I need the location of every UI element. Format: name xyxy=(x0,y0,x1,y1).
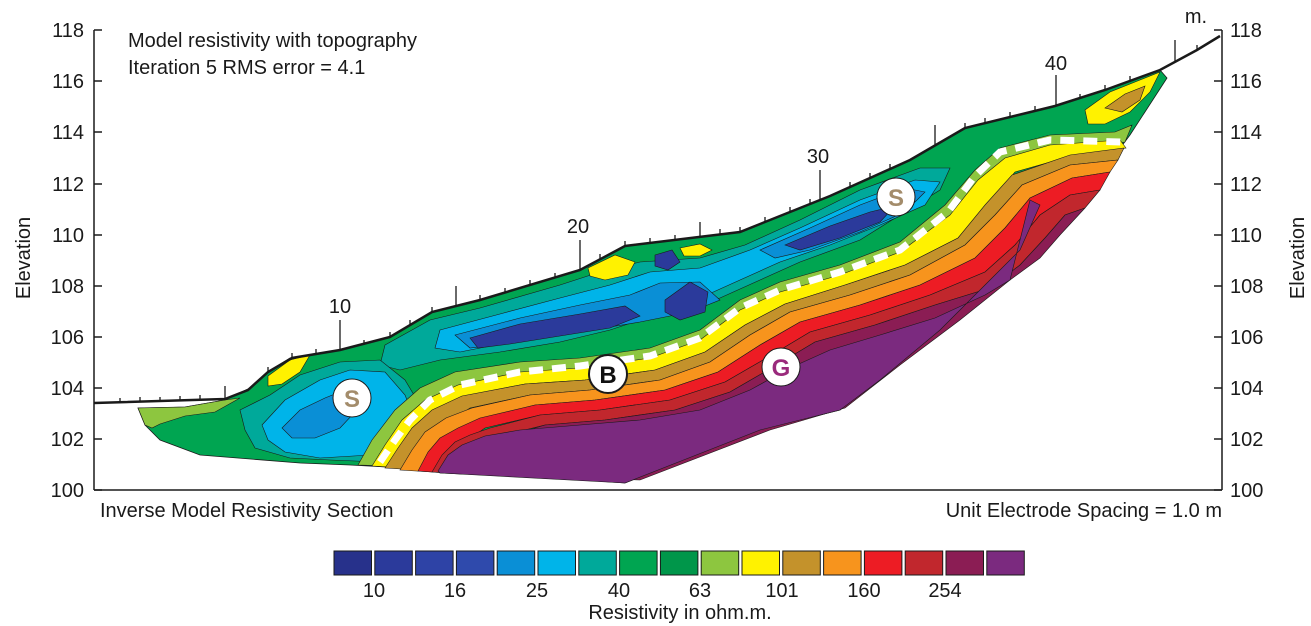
y-tick-left-1: 116 xyxy=(52,71,84,93)
axes-frame xyxy=(93,30,1223,491)
legend-value-254: 254 xyxy=(928,580,961,602)
figure-title-line2: Iteration 5 RMS error = 4.1 xyxy=(128,57,365,79)
legend-value-40: 40 xyxy=(608,580,630,602)
y-tick-right-1: 116 xyxy=(1230,71,1262,93)
y-tick-right-5: 108 xyxy=(1230,276,1263,298)
y-tick-right-9: 100 xyxy=(1230,480,1263,502)
legend-value-101: 101 xyxy=(765,580,798,602)
legend-swatch-13 xyxy=(863,550,903,576)
legend-value-160: 160 xyxy=(847,580,880,602)
y-tick-left-2: 114 xyxy=(52,122,84,144)
distance-marker-ticks xyxy=(339,75,1057,350)
legend-title: Resistivity in ohm.m. xyxy=(588,602,771,624)
legend-value-16: 16 xyxy=(444,580,466,602)
y-tick-right-4: 110 xyxy=(1230,225,1262,247)
figure-title-line1: Model resistivity with topography xyxy=(128,30,417,52)
interpreted-boundary-line xyxy=(377,136,1123,464)
y-tick-left-8: 102 xyxy=(51,429,84,451)
layer-purple-bedrock xyxy=(437,199,1041,484)
section-caption-left: Inverse Model Resistivity Section xyxy=(100,500,393,522)
marker-s-left-label: S xyxy=(344,386,360,413)
marker-g: G xyxy=(761,347,801,387)
legend-swatch-4 xyxy=(496,550,536,576)
legend-swatch-7 xyxy=(619,550,658,576)
legend-swatch-1 xyxy=(374,550,413,576)
y-tick-left-4: 110 xyxy=(52,225,84,247)
y-tick-labels-right: 118 116 114 112 110 108 106 104 102 100 xyxy=(1230,20,1263,502)
y-tick-right-2: 114 xyxy=(1230,122,1262,144)
y-tick-left-3: 112 xyxy=(52,174,84,196)
marker-s-left: S xyxy=(332,378,372,418)
y-tick-right-8: 102 xyxy=(1230,429,1263,451)
legend-swatch-14 xyxy=(904,550,944,576)
legend-value-63: 63 xyxy=(689,580,711,602)
legend-swatch-6 xyxy=(578,550,617,576)
legend-swatch-10 xyxy=(741,550,780,576)
legend-swatch-2 xyxy=(415,550,454,576)
legend-swatch-9 xyxy=(700,550,740,576)
marker-s-right-label: S xyxy=(888,185,904,212)
layer-navy-center xyxy=(469,305,641,349)
x-marker-20: 20 xyxy=(567,216,589,238)
layer-yellow-mid xyxy=(679,243,713,257)
layer-lime-left xyxy=(137,397,241,429)
layer-navy-mid xyxy=(664,281,709,321)
section-caption-right: Unit Electrode Spacing = 1.0 m xyxy=(946,500,1222,522)
electrode-ticks xyxy=(119,40,1198,403)
y-axis-title-right: Elevation xyxy=(1287,217,1309,299)
legend-swatch-12 xyxy=(823,550,862,576)
resistivity-layers xyxy=(137,69,1168,484)
legend-swatch-15 xyxy=(945,550,984,576)
marker-b-label: B xyxy=(599,362,616,389)
y-tick-right-0: 118 xyxy=(1230,20,1262,42)
y-tick-marks xyxy=(94,29,1222,491)
topography-surface-line xyxy=(93,34,1221,405)
x-marker-10: 10 xyxy=(329,296,351,318)
y-tick-left-7: 104 xyxy=(51,378,84,400)
y-tick-left-9: 100 xyxy=(51,480,84,502)
y-tick-right-7: 104 xyxy=(1230,378,1263,400)
y-tick-left-5: 108 xyxy=(51,276,84,298)
y-axis-title-left: Elevation xyxy=(13,217,35,299)
legend-swatch-16 xyxy=(986,550,1025,576)
marker-s-right: S xyxy=(876,177,916,217)
legend-swatch-8 xyxy=(659,550,699,576)
x-marker-40: 40 xyxy=(1045,53,1067,75)
y-tick-labels-left: 118 116 114 112 110 108 106 104 102 100 xyxy=(51,20,84,502)
x-marker-30: 30 xyxy=(807,146,829,168)
layer-brown-top xyxy=(1104,85,1146,113)
legend-value-25: 25 xyxy=(526,580,548,602)
y-tick-right-6: 106 xyxy=(1230,327,1263,349)
legend-value-10: 10 xyxy=(363,580,385,602)
y-tick-left-6: 106 xyxy=(51,327,84,349)
legend-swatch-3 xyxy=(455,550,495,576)
legend-swatch-11 xyxy=(782,550,821,576)
marker-g-label: G xyxy=(772,355,791,382)
legend-swatch-0 xyxy=(333,550,372,576)
legend-swatch-5 xyxy=(537,550,576,576)
layer-navy-top xyxy=(654,249,681,271)
y-tick-left-0: 118 xyxy=(52,20,84,42)
layer-yellow-center xyxy=(587,254,636,281)
distance-unit-label: m. xyxy=(1185,6,1207,28)
marker-b: B xyxy=(588,354,628,394)
y-tick-right-3: 112 xyxy=(1230,174,1262,196)
resistivity-legend-swatches xyxy=(333,550,1025,576)
resistivity-legend-values: 10 16 25 40 63 101 160 254 xyxy=(363,580,962,602)
